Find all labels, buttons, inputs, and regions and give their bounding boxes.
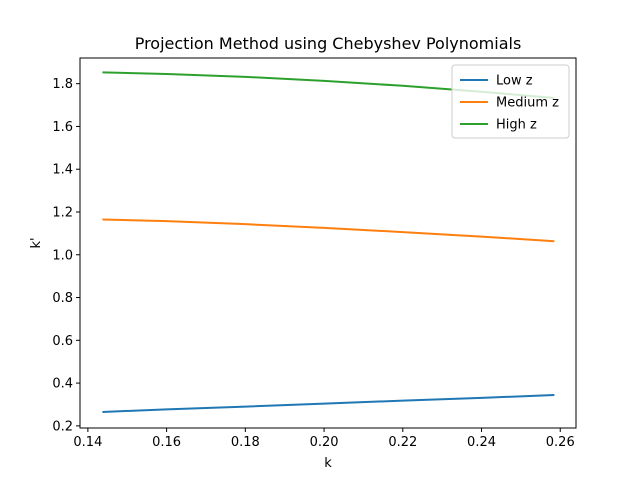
legend-box xyxy=(451,64,570,139)
x-tick-label: 0.26 xyxy=(546,435,575,450)
y-tick-label: 1.0 xyxy=(52,248,73,263)
y-tick-label: 1.2 xyxy=(52,205,73,220)
series-line-medium-z xyxy=(102,218,555,243)
y-tick-label: 0.4 xyxy=(52,377,73,392)
y-axis: 0.2 0.4 0.6 0.8 1.0 1.2 1.4 1.6 1.8 xyxy=(52,77,80,434)
series-line-low-z xyxy=(102,394,555,413)
y-tick-label: 1.4 xyxy=(52,163,73,178)
y-tick-label: 1.8 xyxy=(52,77,73,92)
y-tick-label: 1.6 xyxy=(52,120,73,135)
x-axis: 0.14 0.16 0.18 0.20 0.22 0.24 0.26 xyxy=(73,428,575,450)
x-tick-label: 0.20 xyxy=(310,435,339,450)
y-tick-label: 0.2 xyxy=(52,419,73,434)
x-tick-label: 0.14 xyxy=(73,435,102,450)
plot-area-frame xyxy=(79,57,577,429)
legend-label: Low z xyxy=(496,74,533,89)
legend-label: Medium z xyxy=(496,96,559,111)
y-tick-label: 0.6 xyxy=(52,334,73,349)
x-axis-label: k xyxy=(324,456,332,471)
y-axis-label: k' xyxy=(29,237,44,248)
x-tick-label: 0.22 xyxy=(388,435,417,450)
chart-title: Projection Method using Chebyshev Polyno… xyxy=(135,34,522,53)
x-tick-label: 0.24 xyxy=(467,435,496,450)
y-tick-label: 0.8 xyxy=(52,291,73,306)
legend: Low z Medium z High z xyxy=(451,64,570,139)
x-tick-label: 0.18 xyxy=(231,435,260,450)
legend-label: High z xyxy=(496,118,537,133)
x-tick-label: 0.16 xyxy=(152,435,181,450)
